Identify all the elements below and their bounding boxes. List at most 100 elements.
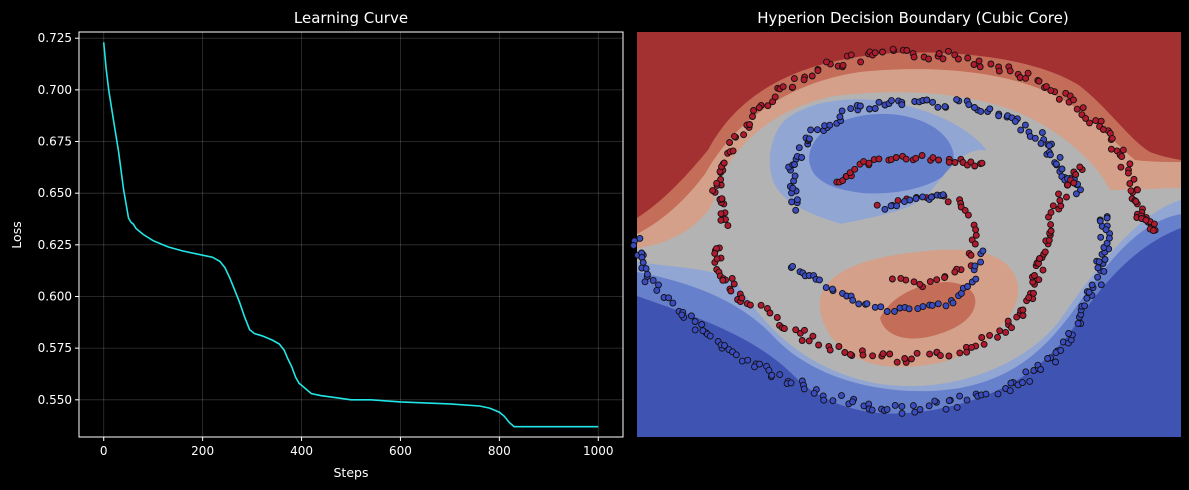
class-red-point bbox=[1030, 289, 1037, 297]
class-red-point bbox=[1063, 193, 1070, 201]
class-red-point bbox=[873, 201, 881, 209]
class-red-point bbox=[1079, 104, 1087, 112]
class-red-point bbox=[939, 55, 947, 63]
y-ticks: 0.550 0.575 0.600 0.625 0.650 0.675 0.700 0.725 bbox=[38, 31, 79, 407]
class-red-point bbox=[740, 131, 748, 139]
class-red-point bbox=[954, 55, 962, 63]
class-red-point bbox=[926, 350, 934, 358]
class-red-point bbox=[798, 337, 806, 344]
class-blue-point bbox=[929, 98, 937, 106]
class-red-point bbox=[871, 49, 879, 57]
class-blue-point bbox=[1018, 379, 1026, 387]
class-red-point bbox=[869, 352, 877, 360]
class-blue-point bbox=[1095, 258, 1103, 266]
class-blue-point bbox=[871, 303, 879, 311]
class-blue-point bbox=[756, 360, 763, 368]
class-red-point bbox=[823, 58, 830, 66]
class-red-point bbox=[1042, 83, 1050, 91]
class-blue-point bbox=[792, 206, 800, 214]
class-blue-point bbox=[813, 126, 821, 134]
class-red-point bbox=[839, 61, 847, 69]
y-tick-label: 0.600 bbox=[38, 289, 72, 303]
class-blue-point bbox=[849, 398, 857, 406]
class-red-point bbox=[995, 67, 1003, 75]
class-red-point bbox=[746, 121, 754, 128]
class-blue-point bbox=[847, 105, 855, 113]
class-blue-point bbox=[849, 296, 857, 304]
class-red-point bbox=[913, 349, 921, 357]
class-red-point bbox=[888, 275, 896, 283]
class-blue-point bbox=[971, 104, 978, 111]
class-red-point bbox=[800, 76, 808, 84]
class-red-point bbox=[1025, 294, 1033, 302]
class-blue-point bbox=[883, 405, 891, 413]
class-red-point bbox=[945, 158, 953, 166]
class-blue-point bbox=[934, 300, 942, 308]
class-red-point bbox=[730, 280, 738, 288]
class-red-point bbox=[1035, 276, 1043, 284]
class-blue-point bbox=[706, 332, 714, 340]
class-blue-point bbox=[888, 97, 895, 105]
class-red-point bbox=[1124, 169, 1132, 177]
class-red-point bbox=[1127, 187, 1135, 195]
class-red-point bbox=[1119, 146, 1127, 154]
class-red-point bbox=[963, 348, 971, 356]
class-red-point bbox=[986, 331, 994, 339]
class-blue-point bbox=[829, 285, 836, 293]
class-red-point bbox=[1126, 160, 1134, 168]
class-red-point bbox=[847, 51, 855, 59]
class-red-point bbox=[792, 326, 800, 334]
class-blue-point bbox=[1011, 117, 1019, 125]
class-red-point bbox=[780, 325, 788, 333]
class-blue-point bbox=[919, 303, 927, 311]
class-blue-point bbox=[776, 371, 784, 379]
class-blue-point bbox=[698, 321, 706, 328]
class-blue-point bbox=[1101, 256, 1109, 263]
class-red-point bbox=[1047, 221, 1055, 229]
class-red-point bbox=[1056, 197, 1064, 204]
class-red-point bbox=[1126, 180, 1134, 188]
class-red-point bbox=[720, 159, 728, 167]
plot-frame bbox=[78, 31, 624, 438]
class-blue-point bbox=[931, 397, 939, 405]
class-blue-point bbox=[1021, 121, 1029, 129]
learning-curve-chart: Learning Curve 0.550 0.575 0.600 0.625 0.650… bbox=[9, 9, 624, 480]
class-red-point bbox=[1047, 87, 1055, 95]
class-red-point bbox=[857, 58, 865, 66]
class-blue-point bbox=[636, 234, 644, 242]
class-blue-point bbox=[1100, 267, 1108, 275]
class-red-point bbox=[801, 326, 808, 334]
class-blue-point bbox=[1102, 226, 1110, 234]
class-red-point bbox=[967, 251, 975, 259]
class-red-point bbox=[1008, 324, 1015, 332]
class-blue-point bbox=[863, 300, 871, 308]
class-red-point bbox=[975, 57, 983, 65]
class-blue-point bbox=[820, 396, 828, 404]
decision-boundary-chart: Hyperion Decision Boundary (Cubic Core) bbox=[630, 9, 1181, 437]
class-blue-point bbox=[994, 390, 1002, 398]
class-red-point bbox=[879, 350, 887, 358]
class-red-point bbox=[724, 222, 732, 230]
class-red-point bbox=[936, 352, 944, 360]
class-red-point bbox=[951, 268, 959, 276]
class-blue-point bbox=[909, 402, 917, 410]
class-blue-point bbox=[816, 276, 823, 284]
class-blue-point bbox=[949, 299, 957, 307]
class-red-point bbox=[910, 53, 918, 61]
class-red-point bbox=[738, 294, 746, 302]
class-blue-point bbox=[912, 195, 920, 203]
class-blue-point bbox=[826, 121, 834, 129]
class-blue-point bbox=[1006, 387, 1014, 395]
class-red-point bbox=[970, 61, 978, 68]
class-blue-point bbox=[868, 406, 876, 414]
class-red-point bbox=[1041, 248, 1049, 256]
class-blue-point bbox=[945, 397, 953, 405]
class-red-point bbox=[1031, 272, 1038, 279]
class-red-point bbox=[835, 343, 843, 350]
class-red-point bbox=[1092, 117, 1100, 125]
class-red-point bbox=[730, 132, 738, 140]
class-red-point bbox=[717, 210, 725, 218]
class-red-point bbox=[749, 113, 756, 120]
class-red-point bbox=[951, 159, 959, 166]
class-blue-point bbox=[1031, 134, 1039, 142]
